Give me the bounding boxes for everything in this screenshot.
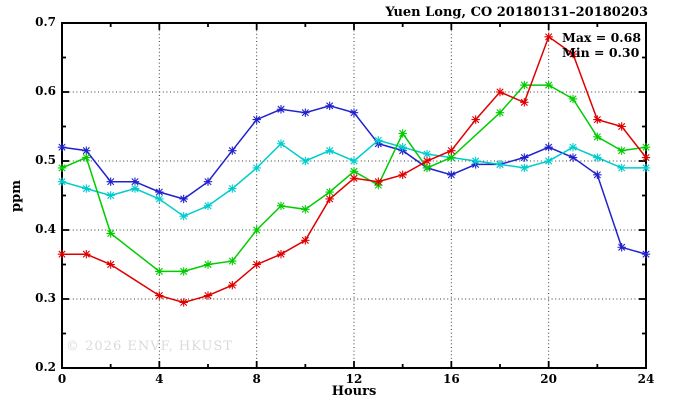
series-red-markers <box>57 32 651 307</box>
x-tick-label: 12 <box>345 372 363 386</box>
min-annotation: Min = 0.30 <box>562 45 640 60</box>
plot-frame <box>61 22 647 369</box>
watermark: © 2026 ENVF, HKUST <box>66 339 233 354</box>
x-tick-label: 24 <box>637 372 655 386</box>
x-tick-label: 16 <box>442 372 460 386</box>
x-tick-label: 20 <box>540 372 557 386</box>
y-tick-label: 0.7 <box>35 15 56 29</box>
y-tick-label: 0.3 <box>35 291 56 305</box>
y-tick-label: 0.5 <box>35 153 56 167</box>
chart-title: Yuen Long, CO 20180131–20180203 <box>385 5 648 20</box>
y-tick-label: 0.6 <box>35 84 56 98</box>
x-tick-label: 4 <box>155 372 164 386</box>
y-axis-label: ppm <box>9 180 24 212</box>
y-tick-label: 0.4 <box>35 222 56 236</box>
max-annotation: Max = 0.68 <box>562 30 642 45</box>
series-red-line <box>62 35 647 304</box>
x-axis-label: Hours <box>331 384 377 399</box>
x-tick-label: 0 <box>57 372 67 386</box>
y-tick-label: 0.2 <box>35 360 56 374</box>
x-tick-label: 8 <box>252 372 261 386</box>
